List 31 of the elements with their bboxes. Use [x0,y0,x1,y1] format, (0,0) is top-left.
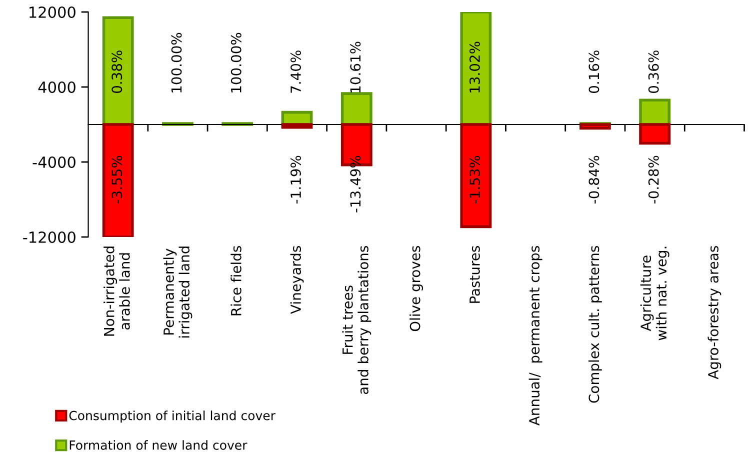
annotation: -3.55% [112,156,122,204]
annotation: 7.40% [290,50,302,93]
x-tick-label: Pastures [470,246,480,303]
y-tick-label: -4000 [32,156,76,168]
y-tick-label: -12000 [23,231,76,244]
legend-label: Consumption of initial land cover [69,410,276,423]
annotation: 0.16% [588,50,600,94]
annotation: 100.00% [230,32,242,92]
x-tick-label: Olive groves [410,246,423,332]
annotation: 10.61% [350,42,361,92]
annotation: 0.38% [112,50,122,94]
x-tick-label: Vineyards [290,246,304,314]
x-tick-label: Complex cult. patterns [588,246,602,403]
annotation: -1.53% [469,156,480,204]
x-tick-label: Agriculture with nat. veg. [640,246,670,340]
annotation: -13.49% [350,156,361,212]
annotation: 13.02% [469,42,480,92]
x-tick-label: Agro-forestry areas [708,246,722,380]
x-tick-label: Non-irrigated arable land [104,246,130,336]
y-tick-label: 12000 [30,6,76,18]
annotation: 100.00% [171,32,182,92]
annotation: -0.28% [648,156,659,204]
annotation: -0.84% [588,156,600,204]
y-tick-label: 4000 [38,81,76,94]
annotation: -1.19% [290,156,302,204]
x-tick-label: Permanently irrigated land [163,246,192,338]
x-tick-label: Rice fields [230,246,242,316]
x-tick-label: Fruit trees and berry plantations [342,246,372,394]
x-tick-label: Annual/ permanent crops [528,246,542,426]
legend-label: Formation of new land cover [70,440,248,450]
annotation: 0.36% [648,50,659,94]
